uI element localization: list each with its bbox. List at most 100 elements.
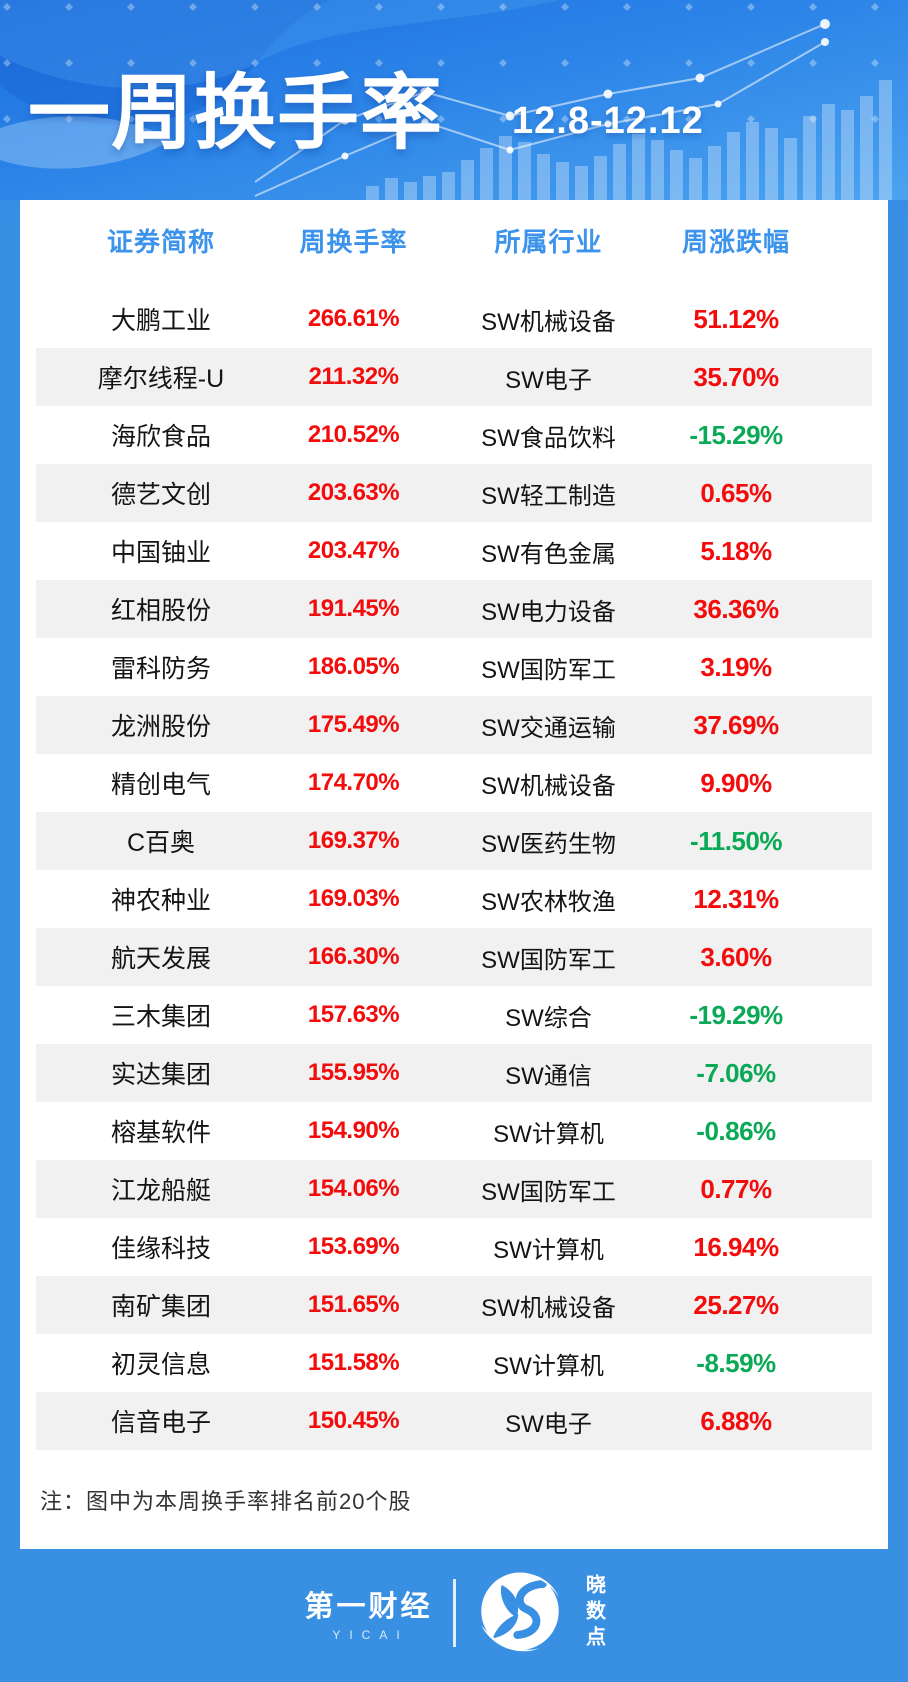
turnover-value: 174.70% — [307, 769, 400, 796]
turnover-value: 153.69% — [307, 1233, 400, 1260]
stock-name: 江龙船艇 — [110, 1177, 211, 1205]
change-value: -19.29% — [689, 999, 783, 1030]
turnover-value: 203.47% — [307, 537, 400, 564]
change-value: 51.12% — [693, 303, 779, 334]
industry-name: SW有色金属 — [481, 540, 616, 568]
turnover-value: 191.45% — [307, 595, 400, 622]
turnover-value: 211.32% — [308, 363, 399, 390]
table-row: 雷科防务 186.05% SW国防军工 3.19% — [36, 638, 872, 696]
column-header-name: 证券简称 — [106, 226, 215, 257]
table-row: 初灵信息 151.58% SW计算机 -8.59% — [36, 1334, 872, 1392]
table-row: C百奥 169.37% SW医药生物 -11.50% — [36, 812, 872, 870]
stock-name: 龙洲股份 — [110, 713, 211, 741]
date-range: 12.8-12.12 — [512, 100, 704, 142]
turnover-value: 210.52% — [307, 421, 400, 448]
industry-name: SW国防军工 — [481, 946, 616, 974]
stock-name: 南矿集团 — [110, 1293, 211, 1321]
industry-name: SW计算机 — [493, 1120, 604, 1148]
header-banner: 一周换手率 12.8-12.12 — [0, 0, 908, 200]
stock-name: 精创电气 — [110, 771, 211, 799]
change-value: -8.59% — [696, 1347, 776, 1378]
change-value: -15.29% — [689, 419, 783, 450]
turnover-value: 154.90% — [307, 1117, 400, 1144]
change-value: 3.19% — [700, 651, 772, 682]
table-row: 精创电气 174.70% SW机械设备 9.90% — [36, 754, 872, 812]
stock-name: 大鹏工业 — [110, 307, 211, 335]
industry-name: SW机械设备 — [481, 1294, 616, 1322]
stock-name: 航天发展 — [110, 945, 211, 973]
change-value: 9.90% — [700, 767, 772, 798]
xsd-logo-text: 晓数点 — [582, 1573, 605, 1652]
table-row: 佳缘科技 153.69% SW计算机 16.94% — [36, 1218, 872, 1276]
stock-name: 中国铀业 — [110, 539, 211, 567]
stock-name: 神农种业 — [110, 887, 211, 915]
table-header: 证券简称 周换手率 所属行业 周涨跌幅 — [36, 212, 872, 268]
industry-name: SW机械设备 — [481, 772, 616, 800]
industry-name: SW电子 — [505, 366, 592, 394]
table-row: 信音电子 150.45% SW电子 6.88% — [36, 1392, 872, 1450]
stock-name: 实达集团 — [110, 1061, 211, 1089]
stock-name: 德艺文创 — [110, 481, 211, 509]
industry-name: SW综合 — [505, 1004, 592, 1032]
industry-name: SW国防军工 — [481, 1178, 616, 1206]
turnover-value: 154.06% — [307, 1175, 400, 1202]
stock-name: 初灵信息 — [110, 1351, 211, 1379]
footnote: 注：图中为本周换手率排名前20个股 — [40, 1489, 412, 1514]
industry-name: SW医药生物 — [481, 830, 616, 858]
stock-name: 三木集团 — [110, 1003, 211, 1031]
industry-name: SW国防军工 — [481, 656, 616, 684]
table-row: 江龙船艇 154.06% SW国防军工 0.77% — [36, 1160, 872, 1218]
turnover-value: 169.37% — [307, 827, 400, 854]
yicai-logo-name: 第一财经 — [304, 1591, 433, 1623]
table-row: 德艺文创 203.63% SW轻工制造 0.65% — [36, 464, 872, 522]
change-value: -0.86% — [696, 1115, 776, 1146]
change-value: 5.18% — [700, 535, 772, 566]
turnover-value: 157.63% — [307, 1001, 400, 1028]
industry-name: SW通信 — [505, 1062, 592, 1090]
xsd-logo-icon — [480, 1572, 559, 1651]
turnover-value: 266.61% — [307, 305, 400, 332]
industry-name: SW轻工制造 — [481, 482, 616, 510]
change-value: 25.27% — [693, 1289, 779, 1320]
header-decoration-chart — [0, 0, 908, 200]
turnover-value: 203.63% — [307, 479, 400, 506]
industry-name: SW农林牧渔 — [481, 888, 616, 916]
turnover-value: 155.95% — [307, 1059, 400, 1086]
industry-name: SW计算机 — [493, 1352, 604, 1380]
table-row: 龙洲股份 175.49% SW交通运输 37.69% — [36, 696, 872, 754]
table-row: 红相股份 191.45% SW电力设备 36.36% — [36, 580, 872, 638]
table-row: 实达集团 155.95% SW通信 -7.06% — [36, 1044, 872, 1102]
turnover-value: 166.30% — [307, 943, 400, 970]
industry-name: SW交通运输 — [481, 714, 616, 742]
page-title: 一周换手率 — [28, 68, 444, 159]
industry-name: SW电子 — [505, 1410, 592, 1438]
stock-name: 雷科防务 — [110, 655, 211, 683]
stock-name: 佳缘科技 — [110, 1235, 211, 1263]
table-row: 中国铀业 203.47% SW有色金属 5.18% — [36, 522, 872, 580]
industry-name: SW计算机 — [493, 1236, 604, 1264]
stock-name: C百奥 — [126, 829, 196, 857]
change-value: 35.70% — [693, 361, 779, 392]
turnover-value: 186.05% — [307, 653, 400, 680]
change-value: 6.88% — [700, 1405, 772, 1436]
yicai-logo-sub: YICAI — [332, 1628, 409, 1642]
change-value: 16.94% — [693, 1231, 779, 1262]
change-value: 12.31% — [693, 883, 779, 914]
table-row: 三木集团 157.63% SW综合 -19.29% — [36, 986, 872, 1044]
column-header-change: 周涨跌幅 — [681, 226, 790, 257]
stock-name: 信音电子 — [110, 1409, 211, 1437]
turnover-value: 169.03% — [307, 885, 400, 912]
turnover-value: 151.65% — [307, 1291, 400, 1318]
turnover-value: 151.58% — [307, 1349, 400, 1376]
stock-name: 摩尔线程-U — [97, 365, 225, 393]
change-value: 36.36% — [693, 593, 779, 624]
stock-name: 红相股份 — [110, 597, 211, 625]
industry-name: SW机械设备 — [481, 308, 616, 336]
footer-bar: 第一财经 YICAI 晓数点 — [0, 1549, 908, 1682]
turnover-value: 175.49% — [307, 711, 400, 738]
industry-name: SW电力设备 — [481, 598, 616, 626]
table-row: 神农种业 169.03% SW农林牧渔 12.31% — [36, 870, 872, 928]
change-value: 0.77% — [700, 1173, 772, 1204]
column-header-industry: 所属行业 — [494, 226, 603, 257]
